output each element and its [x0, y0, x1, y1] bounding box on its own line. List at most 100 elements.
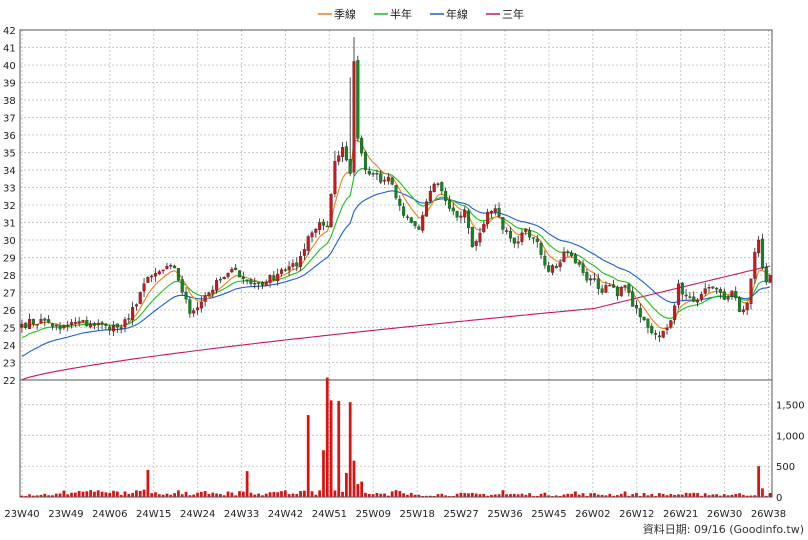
candle-body: [176, 268, 180, 281]
volume-bar: [165, 493, 169, 497]
candle-body: [127, 318, 131, 320]
volume-bar: [589, 493, 593, 497]
volume-bar: [631, 494, 635, 497]
volume-bar: [554, 495, 558, 497]
candle-body: [222, 276, 226, 280]
candle-body: [642, 316, 646, 321]
candle-body: [215, 280, 219, 291]
volume-bar: [509, 494, 512, 497]
candle-body: [295, 262, 299, 267]
candle-body: [585, 272, 589, 281]
volume-bar: [241, 491, 245, 497]
data-date-footer: 資料日期: 09/16 (Goodinfo.tw): [643, 522, 804, 536]
x-tick-label: 26W21: [663, 509, 698, 520]
volume-bar: [528, 493, 531, 497]
volume-bar: [539, 493, 543, 497]
candle-body: [237, 270, 242, 278]
volume-bar: [512, 493, 516, 497]
volume-bar: [711, 494, 715, 497]
candle-body: [276, 273, 280, 281]
volume-bar: [295, 494, 299, 497]
x-tick-label: 24W51: [312, 509, 347, 520]
legend-label-3: 三年: [502, 7, 524, 21]
volume-bar: [245, 471, 249, 497]
volume-bar: [520, 493, 524, 497]
candle-body: [211, 289, 215, 294]
candle-body: [707, 287, 711, 289]
candle-body: [467, 210, 471, 229]
volume-bar: [96, 490, 100, 497]
candle-body: [138, 292, 142, 304]
x-tick-label: 23W49: [48, 509, 83, 520]
ma-three-year-line: [21, 265, 771, 381]
volume-bar: [276, 492, 280, 497]
volume-bar: [196, 492, 199, 497]
candle-body: [516, 241, 520, 244]
candle-body: [24, 322, 28, 328]
volume-bar: [177, 490, 180, 497]
volume-bar: [696, 493, 699, 497]
candle-body: [96, 322, 100, 326]
volume-bar: [219, 494, 222, 497]
candle-body: [119, 327, 123, 329]
candle-body: [20, 323, 24, 328]
candle-body: [734, 291, 738, 299]
volume-bar: [745, 495, 749, 497]
candle-body: [409, 217, 413, 223]
volume-bar: [47, 495, 51, 497]
candle-body: [58, 325, 62, 330]
volume-bar: [593, 493, 596, 497]
candle-body: [306, 236, 310, 251]
volume-bar: [535, 495, 539, 497]
candle-body: [77, 321, 81, 324]
volume-bar: [562, 494, 566, 497]
volume-tick-label: 0: [776, 493, 782, 504]
price-tick-label: 30: [3, 236, 16, 247]
candle-body: [268, 275, 272, 283]
candle-body: [161, 269, 165, 272]
volume-bar: [665, 495, 669, 497]
candle-body: [402, 206, 406, 216]
volume-bar: [222, 495, 226, 497]
candle-body: [344, 146, 348, 161]
volume-bar: [161, 494, 165, 497]
candle-body: [310, 232, 314, 238]
candle-body: [489, 211, 493, 214]
volume-bar: [261, 495, 264, 497]
candle-body: [398, 198, 402, 206]
legend-label-1: 半年: [390, 7, 412, 21]
candle-body: [100, 322, 104, 324]
candle-body: [153, 273, 158, 277]
candle-body: [634, 305, 639, 309]
candle-body: [696, 299, 700, 303]
volume-bar: [238, 491, 241, 497]
candle-body: [390, 177, 394, 185]
candle-body: [39, 318, 43, 324]
volume-bar: [100, 491, 104, 497]
candle-body: [543, 255, 547, 266]
volume-bar: [700, 495, 703, 497]
volume-bar: [608, 493, 612, 497]
volume-bar: [291, 493, 295, 497]
volume-bar: [115, 491, 119, 497]
volume-bar: [215, 493, 218, 497]
volume-bar: [108, 492, 112, 497]
price-tick-label: 31: [3, 219, 16, 230]
candle-body: [547, 265, 551, 272]
candle-body: [360, 137, 364, 154]
price-tick-label: 24: [3, 341, 16, 352]
candle-body: [665, 327, 669, 331]
candle-body: [249, 279, 253, 284]
x-tick-label: 24W24: [180, 509, 215, 520]
volume-bar: [707, 495, 711, 497]
volume-bar: [749, 495, 753, 497]
volume-bar: [730, 494, 734, 497]
volume-bar: [73, 492, 77, 497]
volume-bar: [337, 400, 341, 497]
candle-body: [566, 251, 570, 253]
candle-body: [226, 272, 230, 277]
volume-tick-label: 500: [776, 462, 795, 473]
candle-body: [535, 238, 539, 242]
volume-bar: [596, 494, 600, 497]
candle-body: [329, 194, 333, 227]
